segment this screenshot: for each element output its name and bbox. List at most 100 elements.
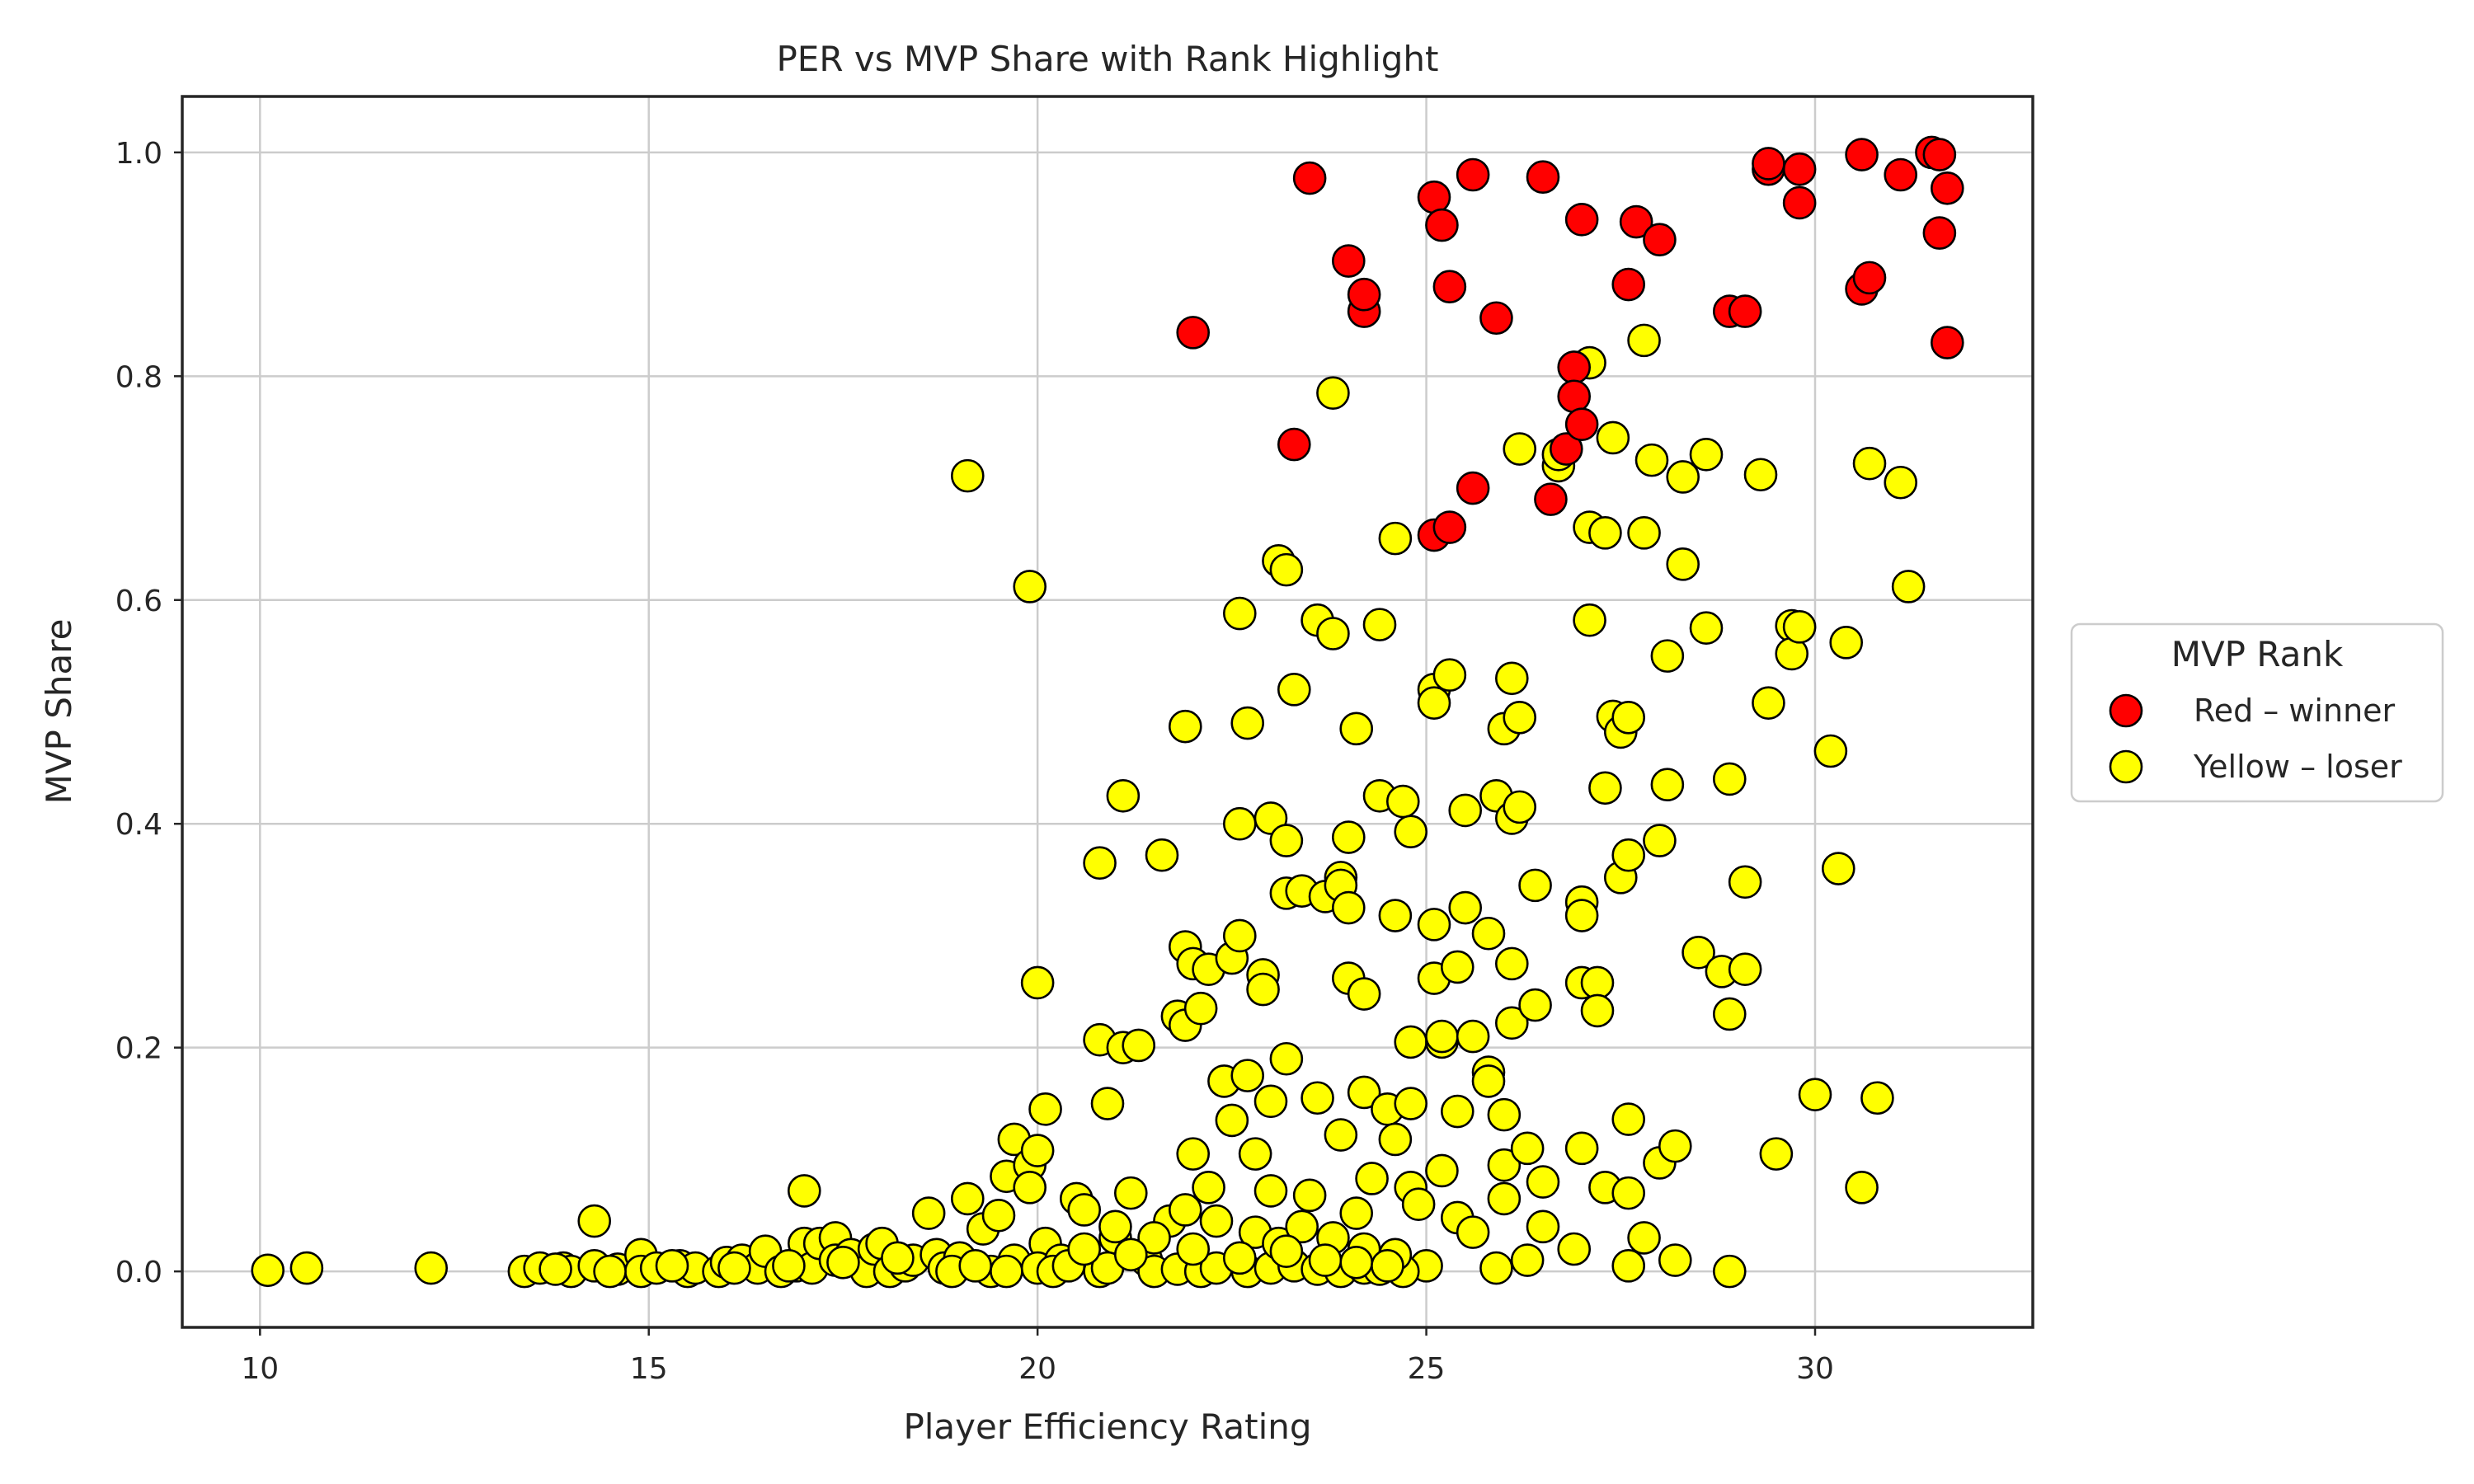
loser-point	[950, 458, 985, 493]
loser-point	[1829, 626, 1864, 660]
winner-point	[1557, 350, 1592, 384]
loser-point	[1285, 1209, 1319, 1244]
loser-point	[1331, 820, 1366, 854]
winner-point	[1432, 510, 1467, 544]
loser-point	[1891, 570, 1926, 603]
y-tick-label: 0.0	[115, 1256, 162, 1289]
loser-point	[1884, 465, 1918, 500]
loser-point	[1798, 1078, 1832, 1111]
y-tick-label: 1.0	[115, 137, 162, 171]
loser-point	[1494, 1006, 1529, 1040]
loser-point	[1385, 784, 1420, 819]
winner-point	[1557, 379, 1592, 414]
winner-point	[1292, 161, 1327, 195]
loser-point	[1712, 762, 1747, 796]
winner-point	[1549, 432, 1583, 466]
loser-point	[1215, 1103, 1249, 1138]
loser-point	[1448, 890, 1483, 925]
x-tick-label: 30	[1796, 1352, 1834, 1386]
loser-point	[1122, 1028, 1156, 1063]
legend-title: MVP Rank	[2171, 634, 2344, 674]
loser-point	[1728, 865, 1762, 899]
loser-point	[1246, 972, 1280, 1007]
legend: MVP Rank Red – winner Yellow – loser	[2070, 622, 2444, 803]
loser-point	[1417, 908, 1451, 942]
loser-point	[1564, 1131, 1599, 1166]
loser-point	[1650, 768, 1685, 802]
loser-point	[1503, 790, 1537, 824]
winner-point	[1534, 482, 1568, 516]
loser-point	[1378, 899, 1413, 932]
axes-frame	[181, 95, 2034, 1329]
loser-point	[1222, 918, 1257, 953]
winner-point	[1176, 316, 1211, 350]
y-tick-label: 0.8	[115, 360, 162, 394]
loser-point	[1526, 1165, 1560, 1199]
loser-point	[1440, 950, 1475, 984]
loser-point	[1183, 991, 1218, 1026]
legend-marker-loser	[2109, 749, 2143, 784]
loser-point	[1611, 1176, 1646, 1210]
loser-point	[1518, 868, 1552, 903]
loser-point	[881, 1241, 915, 1275]
loser-point	[1611, 1102, 1646, 1136]
legend-marker-winner	[2109, 693, 2143, 728]
loser-point	[1634, 443, 1669, 477]
winner-point	[1752, 147, 1785, 181]
loser-point	[1269, 552, 1304, 587]
loser-point	[1230, 706, 1265, 740]
loser-point	[1487, 1148, 1522, 1182]
winner-point	[1782, 152, 1817, 186]
winner-point	[1479, 301, 1513, 336]
loser-point	[1013, 570, 1047, 603]
loser-point	[1658, 1243, 1692, 1277]
x-tick-label: 15	[630, 1352, 668, 1386]
loser-point	[1362, 608, 1397, 641]
winner-point	[1425, 208, 1459, 242]
loser-point	[1394, 815, 1428, 849]
loser-point	[1712, 997, 1747, 1031]
y-axis-title: MVP Share	[39, 619, 79, 805]
loser-point	[1347, 977, 1381, 1011]
loser-point	[1743, 458, 1778, 492]
winner-point	[1611, 267, 1646, 302]
loser-point	[1394, 1025, 1428, 1059]
y-tick-label: 0.4	[115, 808, 162, 842]
loser-point	[1479, 1251, 1513, 1285]
loser-point	[1627, 323, 1661, 358]
winner-point	[1564, 407, 1599, 441]
loser-point	[1580, 965, 1615, 1000]
loser-point	[1456, 1215, 1490, 1249]
loser-point	[1526, 1209, 1560, 1244]
loser-point	[1596, 420, 1630, 455]
loser-point	[1020, 1134, 1055, 1167]
loser-point	[1782, 610, 1817, 644]
winner-point	[1922, 138, 1957, 171]
loser-point	[1067, 1232, 1102, 1266]
loser-point	[950, 1181, 985, 1216]
loser-point	[1300, 1081, 1334, 1115]
loser-point	[1611, 838, 1646, 872]
loser-point	[1168, 1193, 1202, 1227]
loser-point	[1440, 1094, 1475, 1129]
loser-point	[1471, 916, 1506, 951]
y-tick-label: 0.2	[115, 1032, 162, 1066]
winner-point	[1930, 326, 1964, 359]
winner-point	[1884, 157, 1918, 192]
loser-point	[1666, 547, 1700, 581]
grid-lines	[182, 96, 2033, 1327]
loser-point	[1752, 686, 1785, 720]
winner-point	[1417, 180, 1451, 214]
loser-point	[1339, 1196, 1374, 1230]
loser-point	[1821, 852, 1856, 885]
loser-point	[1308, 1243, 1343, 1277]
loser-point	[1494, 946, 1529, 981]
winner-point	[1564, 202, 1599, 237]
loser-point	[1020, 965, 1055, 1000]
loser-point	[1580, 993, 1615, 1028]
x-axis-title: Player Efficiency Rating	[903, 1407, 1311, 1447]
loser-point	[1588, 771, 1622, 805]
loser-point	[577, 1204, 612, 1238]
loser-point	[1510, 1131, 1545, 1166]
loser-point	[1145, 838, 1179, 872]
